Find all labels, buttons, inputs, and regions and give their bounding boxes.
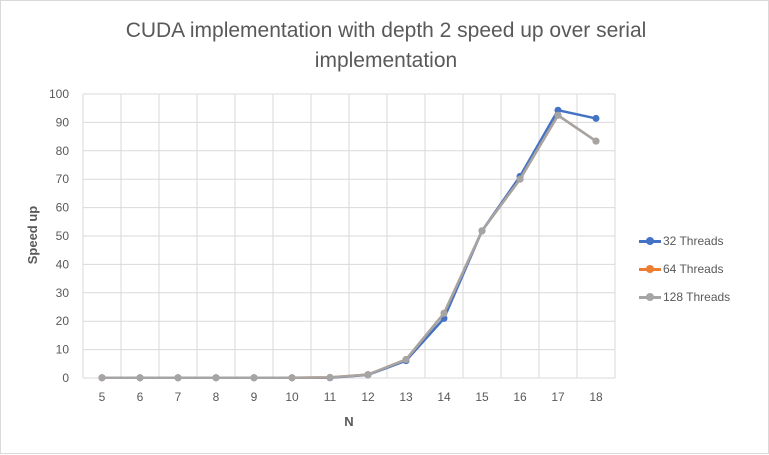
chart-title-line-2: implementation: [314, 49, 458, 72]
x-tick-label: 11: [324, 390, 337, 404]
y-tick-label: 70: [56, 172, 70, 186]
data-point: [212, 374, 220, 382]
data-point: [554, 106, 562, 114]
x-tick-label: 17: [551, 390, 565, 404]
data-point: [250, 374, 258, 382]
data-point: [288, 374, 296, 382]
data-point: [554, 111, 562, 119]
y-tick-label: 60: [56, 201, 70, 215]
data-point: [516, 175, 524, 183]
y-axis-title: Speed up: [25, 206, 40, 265]
x-tick-label: 12: [361, 390, 375, 404]
chart-title-line-1: CUDA implementation with depth 2 speed u…: [125, 19, 647, 42]
x-tick-label: 7: [175, 390, 182, 404]
legend-marker-icon: [639, 235, 661, 247]
x-tick-label: 8: [213, 390, 220, 404]
legend-item-128-threads: 128 Threads: [639, 283, 730, 311]
y-tick-label: 90: [56, 115, 70, 129]
data-point: [326, 373, 334, 381]
y-tick-label: 40: [56, 257, 70, 271]
y-tick-label: 30: [56, 286, 70, 300]
y-tick-labels: 0 10 20 30 40 50 60 70 80 90 100: [49, 87, 69, 385]
y-tick-label: 80: [56, 144, 70, 158]
x-tick-label: 9: [251, 390, 258, 404]
data-point: [592, 137, 600, 145]
legend: 32 Threads 64 Threads 128 Threads: [639, 227, 730, 311]
y-tick-label: 10: [56, 343, 70, 357]
gridlines: [82, 93, 616, 379]
y-tick-label: 100: [49, 87, 69, 101]
data-point: [174, 374, 182, 382]
series-line: [102, 114, 597, 379]
x-tick-label: 14: [437, 390, 451, 404]
data-point: [440, 309, 448, 317]
x-tick-label: 10: [285, 390, 299, 404]
legend-label: 64 Threads: [663, 262, 724, 276]
legend-label: 128 Threads: [663, 290, 731, 304]
data-point: [478, 227, 486, 235]
x-axis-title: N: [344, 414, 353, 429]
y-tick-label: 20: [56, 314, 70, 328]
data-point: [136, 374, 144, 382]
data-point: [364, 371, 372, 379]
x-tick-label: 5: [99, 390, 106, 404]
legend-item-64-threads: 64 Threads: [639, 255, 730, 283]
x-tick-labels: 5 6 7 8 9 10 11 12 13 14 15 16 17 18: [99, 390, 603, 404]
legend-marker-icon: [639, 263, 661, 275]
x-tick-label: 18: [589, 390, 603, 404]
data-point: [98, 374, 106, 382]
y-tick-label: 0: [62, 371, 69, 385]
data-point: [592, 114, 600, 122]
legend-label: 32 Threads: [663, 234, 724, 248]
series-128-threads: [98, 111, 600, 382]
series-layer: [98, 106, 600, 382]
x-tick-label: 13: [399, 390, 413, 404]
y-tick-label: 50: [56, 229, 70, 243]
x-tick-label: 15: [475, 390, 489, 404]
data-point: [402, 356, 410, 364]
x-tick-label: 16: [513, 390, 527, 404]
legend-marker-icon: [639, 291, 661, 303]
x-tick-label: 6: [137, 390, 144, 404]
legend-item-32-threads: 32 Threads: [639, 227, 730, 255]
